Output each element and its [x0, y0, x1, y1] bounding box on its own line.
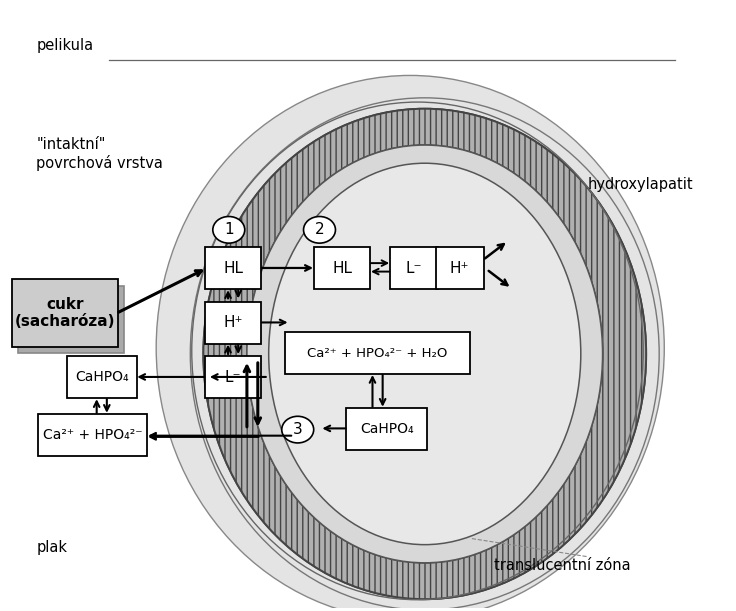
Text: 1: 1 — [224, 222, 233, 237]
FancyBboxPatch shape — [205, 247, 261, 289]
Text: HL: HL — [332, 261, 352, 276]
Ellipse shape — [156, 75, 665, 611]
Text: pelikula: pelikula — [36, 38, 93, 53]
Ellipse shape — [247, 145, 603, 563]
Ellipse shape — [203, 109, 646, 599]
Text: Ca²⁺ + HPO₄²⁻ + H₂O: Ca²⁺ + HPO₄²⁻ + H₂O — [308, 346, 447, 359]
Text: H⁺: H⁺ — [224, 315, 243, 331]
FancyBboxPatch shape — [205, 356, 261, 398]
FancyBboxPatch shape — [38, 414, 147, 456]
Text: HL: HL — [223, 261, 243, 276]
FancyBboxPatch shape — [13, 279, 118, 346]
Text: CaHPO₄: CaHPO₄ — [75, 370, 129, 384]
FancyBboxPatch shape — [285, 332, 470, 374]
Text: H⁺: H⁺ — [450, 261, 470, 276]
FancyBboxPatch shape — [67, 356, 137, 398]
FancyBboxPatch shape — [314, 247, 370, 289]
Text: CaHPO₄: CaHPO₄ — [360, 422, 414, 436]
Ellipse shape — [269, 163, 581, 544]
Text: hydroxylapatit: hydroxylapatit — [588, 177, 694, 192]
Ellipse shape — [247, 145, 603, 563]
Text: translucentní zóna: translucentní zóna — [494, 558, 630, 573]
Text: 3: 3 — [293, 422, 302, 437]
Circle shape — [213, 216, 245, 243]
Circle shape — [282, 416, 314, 443]
FancyBboxPatch shape — [436, 247, 484, 289]
Circle shape — [303, 216, 336, 243]
FancyBboxPatch shape — [205, 302, 261, 343]
Text: cukr
(sacharóza): cukr (sacharóza) — [15, 297, 116, 329]
Text: L⁻: L⁻ — [406, 261, 422, 276]
FancyBboxPatch shape — [18, 285, 124, 353]
Ellipse shape — [203, 109, 646, 599]
Text: plak: plak — [36, 540, 68, 555]
Text: "intaktní"
povrchová vrstva: "intaktní" povrchová vrstva — [36, 137, 163, 171]
Text: 2: 2 — [315, 222, 325, 237]
Text: Ca²⁺ + HPO₄²⁻: Ca²⁺ + HPO₄²⁻ — [43, 428, 143, 442]
FancyBboxPatch shape — [347, 408, 427, 450]
Text: L⁻: L⁻ — [225, 370, 241, 385]
FancyBboxPatch shape — [390, 247, 438, 289]
